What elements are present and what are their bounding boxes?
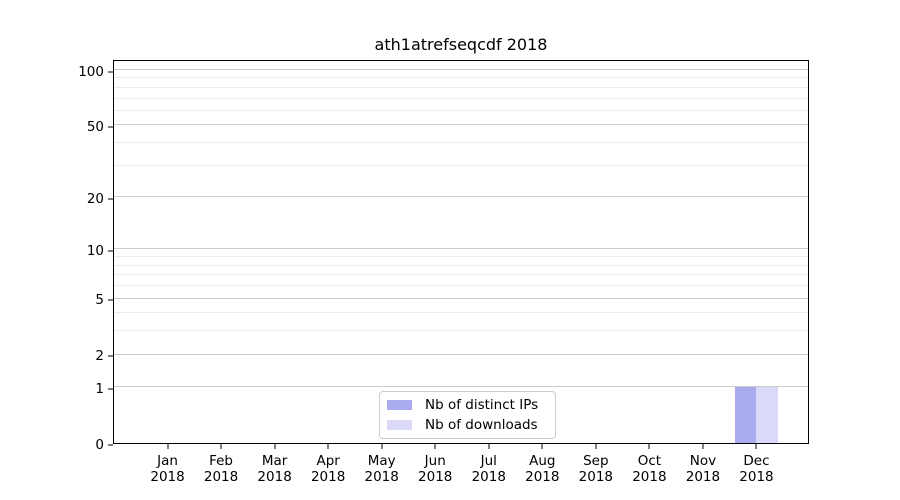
legend-item-downloads: Nb of downloads <box>387 417 555 433</box>
bar-distinct-ips <box>735 386 757 443</box>
x-tick-label: Mar 2018 <box>257 453 291 485</box>
x-tick-year: 2018 <box>525 469 560 485</box>
x-tick-year: 2018 <box>257 469 292 485</box>
chart-title: ath1atrefseqcdf 2018 <box>374 35 548 54</box>
gridline-major <box>114 248 808 250</box>
y-tick-label: 5 <box>95 291 104 308</box>
gridline-minor <box>114 164 808 166</box>
gridline-minor <box>114 256 808 258</box>
x-tick-mark <box>541 444 543 449</box>
legend-label-downloads: Nb of downloads <box>425 417 538 433</box>
y-tick-mark <box>108 126 113 128</box>
x-tick-label: Feb 2018 <box>204 453 238 485</box>
x-tick-year: 2018 <box>364 469 399 485</box>
x-tick-month: Aug <box>529 453 556 469</box>
x-tick-mark <box>327 444 329 449</box>
legend: Nb of distinct IPs Nb of downloads <box>379 391 556 439</box>
gridline-minor <box>114 312 808 314</box>
x-axis: Jan 2018 Feb 2018 Mar 2018 Apr 2018 May 2018 Jun 20… <box>114 61 808 485</box>
gridline-major <box>114 124 808 126</box>
x-tick-month: Feb <box>209 453 234 469</box>
gridline-minor <box>114 285 808 287</box>
gridline-major <box>114 386 808 388</box>
x-tick-month: Sep <box>583 453 609 469</box>
y-tick-label: 2 <box>95 348 104 365</box>
bar-layer <box>114 61 808 443</box>
x-tick-mark <box>755 444 757 449</box>
gridline-minor <box>114 264 808 266</box>
x-tick-month: Oct <box>637 453 662 469</box>
x-tick-month: Jan <box>157 453 178 469</box>
x-tick-label: Nov 2018 <box>686 453 720 485</box>
y-tick-mark <box>108 299 113 301</box>
gridline-minor <box>114 86 808 88</box>
x-tick-label: Sep 2018 <box>579 453 613 485</box>
x-tick-mark <box>167 444 169 449</box>
y-tick-label: 100 <box>78 63 104 80</box>
x-tick-year: 2018 <box>150 469 185 485</box>
x-tick-year: 2018 <box>418 469 453 485</box>
x-tick-label: Aug 2018 <box>525 453 559 485</box>
x-tick-year: 2018 <box>203 469 239 485</box>
x-tick-month: Apr <box>316 453 340 469</box>
y-tick-mark <box>108 444 113 446</box>
legend-swatch-distinct-ips-icon <box>387 400 412 410</box>
x-tick-mark <box>220 444 222 449</box>
x-tick-month: May <box>367 453 396 469</box>
gridline-minor <box>114 274 808 276</box>
gridline-major <box>114 297 808 299</box>
x-tick-mark <box>381 444 383 449</box>
x-tick-year: 2018 <box>310 469 346 485</box>
legend-label-distinct-ips: Nb of distinct IPs <box>425 397 539 413</box>
y-tick-mark <box>108 355 113 357</box>
x-tick-month: Dec <box>743 453 770 469</box>
gridline-major <box>114 353 808 355</box>
x-tick-label: May 2018 <box>365 453 399 485</box>
x-tick-year: 2018 <box>685 469 721 485</box>
bar-downloads <box>756 386 778 443</box>
grid-layer <box>114 61 808 443</box>
legend-swatch-downloads-icon <box>387 420 412 430</box>
y-tick-mark <box>108 71 113 72</box>
x-tick-label: Dec 2018 <box>739 453 773 485</box>
y-tick-mark <box>108 198 113 200</box>
y-tick-label: 20 <box>86 190 104 207</box>
plot-area: 100 50 20 10 5 2 1 0 Jan 2018 Feb 2018 Mar 2018 Apr 20… <box>78 60 809 485</box>
x-tick-label: Apr 2018 <box>311 453 345 485</box>
gridline-minor <box>114 97 808 99</box>
x-tick-mark <box>595 444 597 449</box>
gridline-minor <box>114 141 808 143</box>
x-tick-mark <box>488 444 490 449</box>
x-tick-month: Mar <box>261 453 288 469</box>
gridline-minor <box>114 109 808 111</box>
x-tick-mark <box>648 444 650 449</box>
y-tick-label: 1 <box>95 380 104 397</box>
x-tick-label: Jan 2018 <box>150 453 184 485</box>
x-tick-year: 2018 <box>578 469 614 485</box>
gridline-major <box>114 196 808 198</box>
x-tick-year: 2018 <box>632 469 667 485</box>
x-tick-label: Oct 2018 <box>632 453 666 485</box>
x-tick-month: Jul <box>480 453 497 469</box>
gridline-minor <box>114 77 808 79</box>
gridline-major <box>114 69 808 71</box>
y-tick-label: 0 <box>95 437 104 453</box>
x-tick-year: 2018 <box>471 469 506 485</box>
x-tick-mark <box>702 444 704 449</box>
x-tick-mark <box>274 444 276 449</box>
x-tick-label: Jun 2018 <box>418 453 452 485</box>
x-tick-year: 2018 <box>739 469 774 485</box>
x-tick-month: Nov <box>689 453 717 469</box>
x-tick-mark <box>434 444 436 449</box>
x-tick-month: Jun <box>424 453 446 469</box>
y-axis: 100 50 20 10 5 2 1 0 <box>78 61 808 453</box>
x-tick-label: Jul 2018 <box>472 453 506 485</box>
y-tick-label: 50 <box>86 118 104 135</box>
gridline-minor <box>114 330 808 332</box>
y-tick-label: 10 <box>86 242 104 259</box>
y-tick-mark <box>108 250 113 252</box>
y-tick-mark <box>108 388 113 390</box>
legend-item-distinct-ips: Nb of distinct IPs <box>387 397 555 413</box>
